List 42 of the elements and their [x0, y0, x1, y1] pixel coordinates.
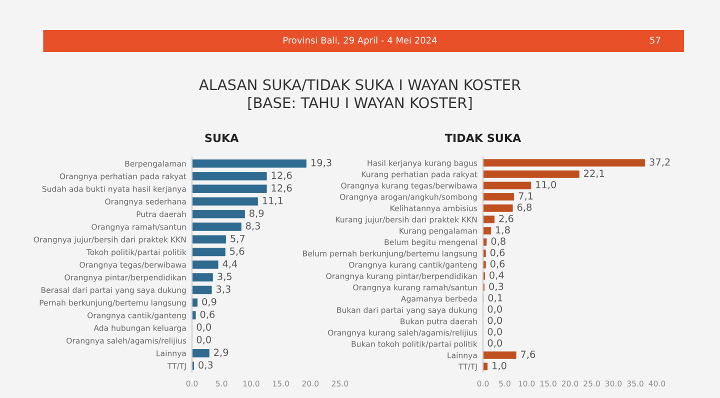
data-label: 0,6	[200, 310, 215, 320]
data-label: 0,0	[488, 339, 502, 348]
data-label: 0,0	[196, 323, 211, 332]
data-label: 3,5	[218, 272, 232, 282]
data-label: 0,0	[488, 316, 502, 326]
data-label: 0,6	[490, 248, 505, 258]
data-label: 0,8	[491, 238, 506, 246]
data-label: 6,8	[517, 204, 532, 212]
text: Provinsi Bali, 29 April - 4 Mei 2024	[284, 36, 437, 46]
data-label: 3,3	[216, 285, 230, 294]
data-label: 0,1	[488, 294, 502, 302]
text: ALASAN SUKA/TIDAK SUKA I WAYAN KOSTER	[198, 79, 521, 92]
chart-title: SUKA	[205, 134, 239, 142]
data-label: 12,6	[272, 172, 292, 180]
text: 57	[650, 36, 660, 44]
data-label: 0,3	[198, 361, 213, 370]
data-label: 7,6	[521, 350, 536, 359]
data-label: 0,4	[490, 271, 504, 280]
data-label: 1,0	[492, 362, 506, 370]
chart-title: TIDAK SUKA	[444, 134, 522, 142]
data-label: 22,1	[584, 170, 604, 178]
data-label: 0,9	[202, 298, 216, 306]
data-label: 2,9	[214, 348, 228, 357]
data-label: 4,4	[222, 260, 238, 268]
data-label: 5,7	[230, 234, 245, 244]
data-label: 0,0	[196, 336, 211, 344]
data-label: 0,0	[488, 305, 502, 314]
data-label: 1,8	[496, 226, 510, 235]
data-label: 11,1	[262, 197, 283, 206]
data-label: 5,6	[230, 247, 244, 256]
data-label: 37,2	[650, 158, 670, 167]
data-label: 0,3	[489, 282, 504, 292]
text: [BASE: TAHU I WAYAN KOSTER]	[248, 96, 472, 110]
data-label: 12,6	[272, 184, 292, 193]
data-label: 0,6	[490, 260, 505, 268]
data-label: 11,0	[536, 180, 556, 190]
data-label: 2,6	[499, 214, 514, 224]
data-label: 19,3	[311, 159, 332, 168]
data-label: 7,1	[518, 192, 533, 201]
data-label: 0,0	[488, 328, 502, 336]
data-label: 8,9	[250, 210, 264, 218]
data-label: 8,3	[246, 222, 260, 231]
